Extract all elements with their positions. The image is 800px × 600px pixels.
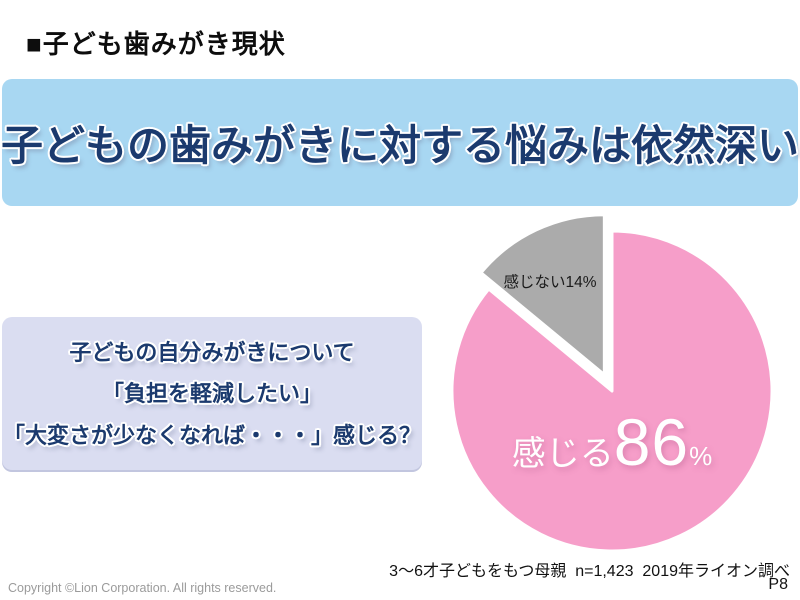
source-note: 3～6才子どもをもつ母親 n=1,423 2019年ライオン調べ (389, 563, 790, 580)
headline-banner: 子どもの歯みがきに対する悩みは依然深い (1, 79, 800, 206)
question-line-1: 子どもの自分みがきについて (69, 339, 355, 365)
headline-text: 子どもの歯みがきに対する悩みは依然深い (1, 122, 800, 169)
pie-label-feel: 感じる 86% (452, 404, 772, 480)
page-number: P8 (768, 576, 788, 593)
pie-label-feel-text: 感じる (511, 435, 614, 473)
pie-label-feel-value: 86 (613, 405, 690, 479)
page-title: ■子ども歯みがき現状 (26, 29, 286, 59)
pie-slice-not-feel (479, 213, 606, 377)
copyright: Copyright ©Lion Corporation. All rights … (8, 581, 277, 595)
pie-label-not-feel: 感じない14% (503, 274, 597, 291)
question-line-3: 「大変さが少なくなれば・・・」感じる？ (2, 422, 421, 448)
question-box: 子どもの自分みがきについて 「負担を軽減したい」 「大変さが少なくなれば・・・」… (2, 317, 422, 472)
pie-label-feel-unit: % (689, 441, 713, 471)
question-line-2: 「負担を軽減したい」 (101, 381, 322, 407)
